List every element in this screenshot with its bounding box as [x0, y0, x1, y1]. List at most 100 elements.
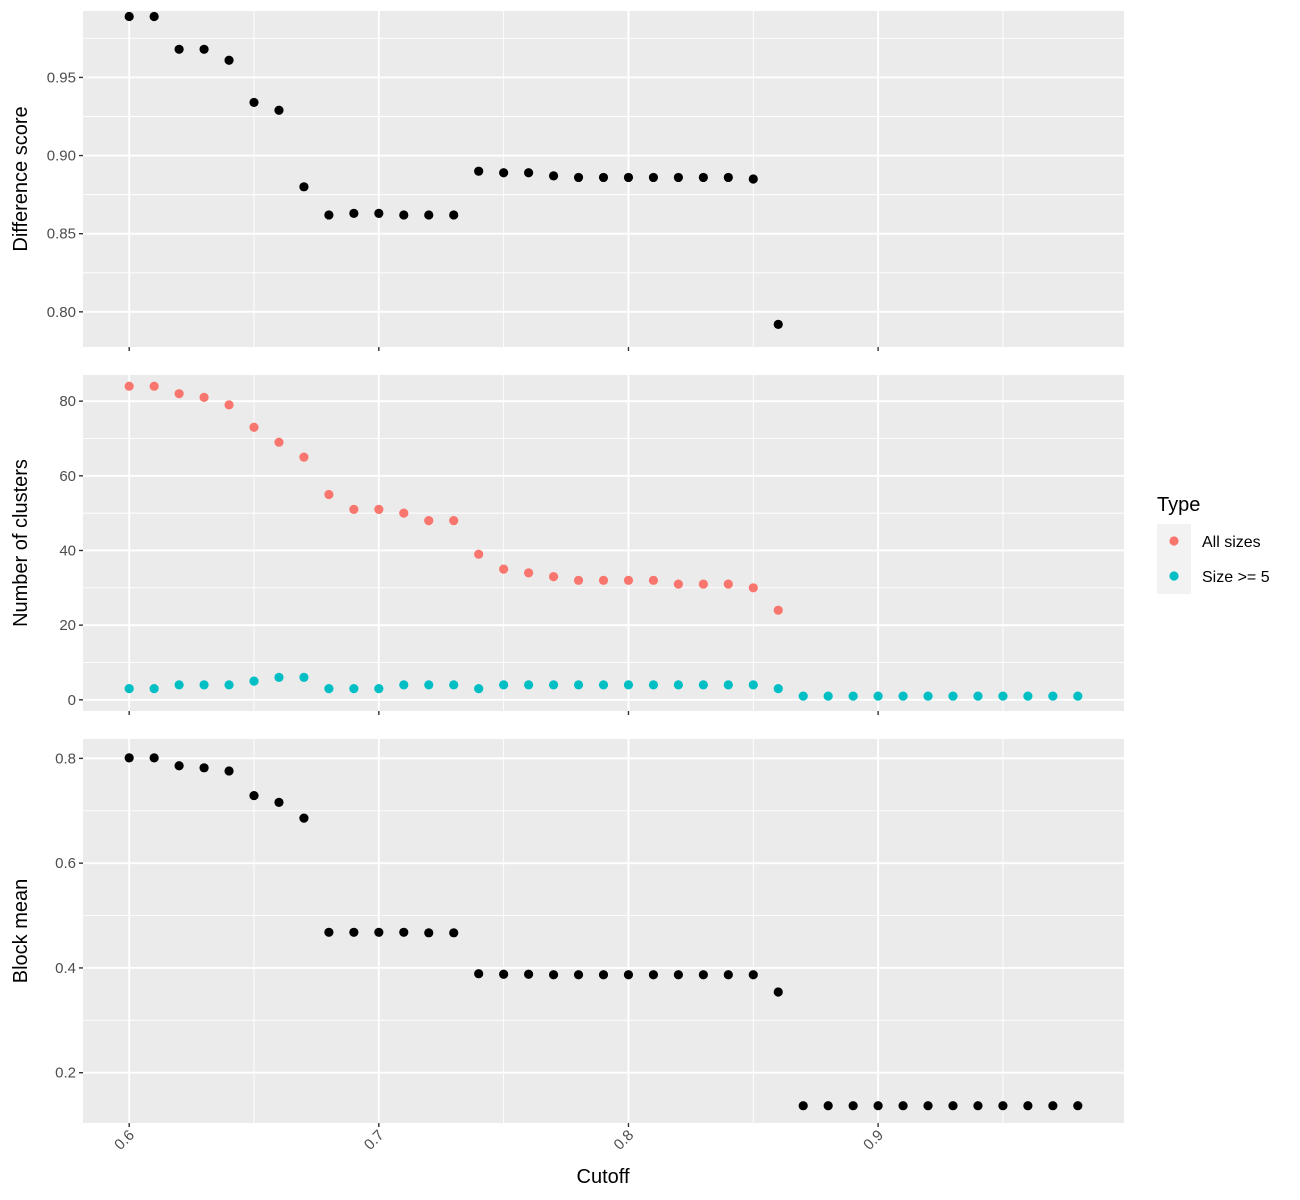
data-point: [299, 452, 309, 462]
panel-3: 0.2 0.4 0.6 0.8 Block mean: [10, 739, 1124, 1127]
data-point: [623, 172, 634, 183]
y-tick-label: 0.6: [55, 855, 76, 872]
data-point: [399, 508, 409, 518]
data-point: [499, 680, 509, 690]
data-point: [199, 763, 209, 773]
data-point: [199, 680, 209, 690]
data-point: [199, 392, 209, 402]
data-point: [773, 605, 783, 615]
data-point: [898, 1101, 908, 1111]
y-axis-title: Difference score: [10, 106, 32, 251]
data-point: [1073, 691, 1083, 701]
y-tick-label: 0.8: [55, 750, 76, 767]
data-point: [324, 927, 334, 937]
data-point: [349, 927, 359, 937]
data-point: [673, 680, 683, 690]
x-tick-label: 0.8: [611, 1127, 638, 1154]
chart-panels: 0.80 0.85 0.90 0.95 Difference score 0 20 40 60 8…: [10, 11, 1124, 1127]
data-point: [973, 691, 983, 701]
data-point: [598, 172, 609, 183]
data-point: [349, 208, 359, 218]
data-point: [374, 684, 384, 694]
y-tick-label: 0.90: [47, 148, 76, 165]
data-point: [274, 672, 284, 683]
data-point: [524, 168, 534, 178]
legend-keys-background: [1157, 524, 1191, 594]
data-point: [773, 319, 783, 329]
data-point: [723, 579, 733, 589]
data-point: [474, 684, 484, 694]
data-point: [798, 691, 808, 701]
data-point: [249, 97, 259, 108]
data-point: [748, 970, 758, 980]
panel-background: [83, 739, 1124, 1123]
y-tick-label: 0.4: [55, 960, 76, 977]
data-point: [349, 684, 359, 694]
data-point: [548, 171, 559, 181]
data-point: [723, 680, 733, 690]
y-tick-label: 0.85: [47, 226, 76, 243]
data-point: [374, 504, 384, 514]
y-tick-label: 0.2: [55, 1065, 76, 1082]
data-point: [524, 680, 534, 690]
data-point: [174, 389, 184, 399]
data-point: [449, 680, 459, 690]
data-point: [324, 684, 334, 694]
data-point: [673, 970, 683, 980]
data-point: [748, 174, 758, 184]
y-tick-label: 80: [59, 393, 76, 410]
data-point: [149, 753, 159, 763]
panel-background: [83, 375, 1124, 711]
data-point: [573, 970, 584, 980]
y-axis-title: Block mean: [10, 879, 32, 984]
data-point: [199, 44, 209, 54]
x-tick-label: 0.6: [111, 1127, 138, 1154]
data-point: [573, 575, 584, 585]
data-point: [1048, 1101, 1058, 1111]
data-point: [723, 172, 733, 183]
y-axis-title: Number of clusters: [10, 459, 32, 627]
y-tick-label: 0.95: [47, 69, 76, 86]
data-point: [773, 684, 783, 694]
data-point: [873, 1101, 883, 1111]
data-point: [124, 753, 134, 763]
data-point: [998, 1101, 1008, 1111]
data-point: [149, 381, 159, 391]
data-point: [474, 166, 484, 176]
data-point: [299, 672, 309, 683]
data-point: [224, 55, 234, 65]
data-point: [923, 691, 933, 701]
data-point: [274, 105, 284, 115]
data-point: [249, 676, 259, 686]
legend-key: [1169, 571, 1179, 581]
data-point: [499, 969, 509, 979]
data-point: [698, 579, 708, 589]
data-point: [548, 970, 559, 980]
x-tick-label: 0.7: [361, 1127, 388, 1154]
legend-key: [1169, 536, 1179, 546]
data-point: [1073, 1101, 1083, 1111]
series-1: [124, 381, 783, 615]
data-point: [124, 684, 134, 694]
data-point: [124, 11, 134, 22]
data-point: [474, 969, 484, 979]
data-point: [548, 572, 559, 582]
data-point: [873, 691, 883, 701]
data-point: [698, 172, 708, 183]
series-1: [124, 11, 783, 329]
data-point: [524, 969, 534, 979]
y-tick-label: 40: [59, 542, 76, 559]
data-point: [748, 583, 758, 593]
data-point: [424, 210, 434, 220]
data-point: [698, 970, 708, 980]
data-point: [274, 437, 284, 447]
data-point: [948, 1101, 958, 1111]
data-point: [573, 680, 584, 690]
x-tick-label: 0.9: [860, 1127, 887, 1154]
legend: Type All sizes Size >= 5: [1157, 494, 1270, 594]
data-point: [124, 381, 134, 391]
data-point: [898, 691, 908, 701]
legend-entry-label: All sizes: [1202, 534, 1261, 551]
data-point: [548, 680, 559, 690]
data-point: [848, 691, 858, 701]
